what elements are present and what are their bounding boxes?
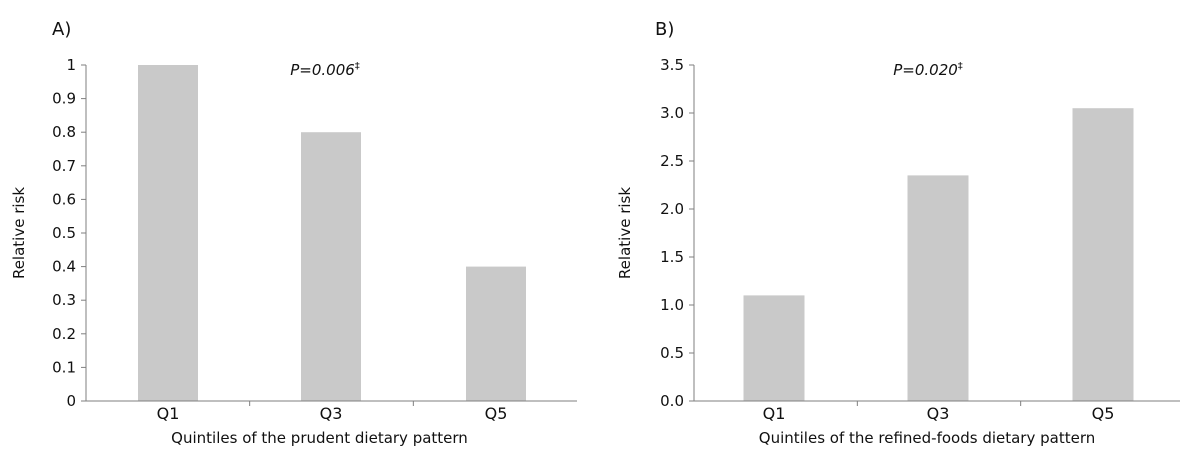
panel-b-y-tick-label: 2.0 [660, 200, 684, 218]
panel-b-y-tick-label: 3.0 [660, 104, 684, 122]
panel-b-category-label: Q1 [763, 404, 786, 423]
panel-b-p-value: P=0.020‡ [893, 61, 963, 79]
panel-b-p-value-text: P=0.020 [893, 61, 958, 79]
panel-b-x-axis-title: Quintiles of the refined-foods dietary p… [759, 429, 1095, 447]
panel-a-x-axis-title: Quintiles of the prudent dietary pattern [171, 429, 468, 447]
panel-a-p-value-mark: ‡ [355, 61, 360, 72]
panel-a-bar-q1 [138, 65, 198, 401]
panel-a-p-value-text: P=0.006 [290, 61, 355, 79]
panel-a-y-tick-label: 0.8 [52, 123, 76, 141]
panel-a-y-tick-label: 0.4 [52, 258, 76, 276]
panel-a-y-tick-label: 1 [66, 56, 76, 74]
panel-a-y-tick-label: 0 [66, 392, 76, 410]
panel-b-p-value-mark: ‡ [958, 61, 963, 72]
panel-a-p-value: P=0.006‡ [290, 61, 360, 79]
panel-b-letter: B) [655, 19, 674, 40]
panel-a-bar-q3 [301, 132, 361, 401]
panel-b-y-axis-title: Relative risk [616, 187, 634, 279]
panel-b-y-tick-label: 1.5 [660, 248, 684, 266]
panel-b-bar-q1 [743, 295, 805, 401]
panel-a-bar-q5 [466, 266, 526, 401]
panel-a-y-tick-label: 0.7 [52, 157, 76, 175]
panel-b-category-label: Q5 [1092, 404, 1115, 423]
panel-a-category-label: Q5 [485, 404, 508, 423]
panel-b-bar-q5 [1072, 108, 1134, 401]
panel-b-y-tick-label: 3.5 [660, 56, 684, 74]
panel-b-y-tick-label: 2.5 [660, 152, 684, 170]
panel-b-bar-q3 [907, 175, 969, 401]
panel-a-y-tick-label: 0.5 [52, 224, 76, 242]
panel-a-y-tick-label: 0.3 [52, 291, 76, 309]
panel-b-y-tick-label: 1.0 [660, 296, 684, 314]
panel-a-category-label: Q3 [320, 404, 343, 423]
panel-a-y-tick-label: 0.1 [52, 358, 76, 376]
panel-a-y-tick-label: 0.6 [52, 190, 76, 208]
panel-a-y-axis-title: Relative risk [10, 187, 28, 279]
panel-b-y-tick-label: 0.5 [660, 344, 684, 362]
panel-b-category-label: Q3 [927, 404, 950, 423]
panel-b-y-tick-label: 0.0 [660, 392, 684, 410]
panel-a-y-tick-label: 0.2 [52, 325, 76, 343]
panel-a-letter: A) [52, 19, 71, 40]
panel-a-category-label: Q1 [157, 404, 180, 423]
panel-a-y-tick-label: 0.9 [52, 90, 76, 108]
